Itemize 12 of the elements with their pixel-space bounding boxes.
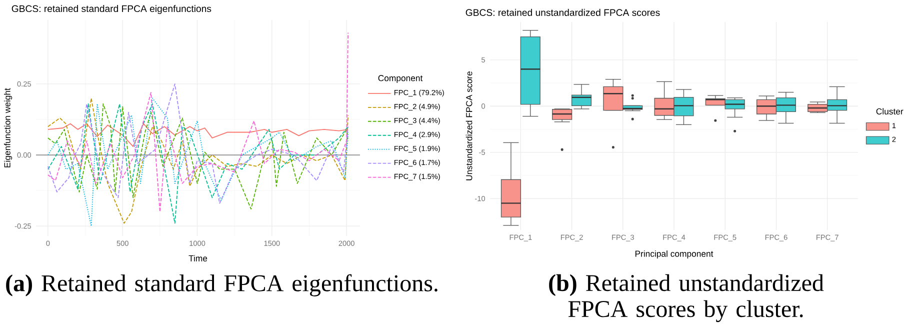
y-axis-title: Eigenfunction weight bbox=[4, 88, 12, 168]
chart-title: GBCS: retained unstandardized FPCA scores bbox=[466, 8, 660, 16]
chart-title: GBCS: retained standard FPCA eigenfunctions bbox=[12, 5, 212, 14]
text: (b) Retained unstandardized FPCA scores by cluster. bbox=[549, 274, 824, 322]
text: (a) Retained standard FPCA eigenfunctions. bbox=[6, 274, 438, 296]
legend-title: Cluster bbox=[876, 108, 904, 114]
legend-title: Component bbox=[378, 75, 423, 83]
x-axis-title: Time bbox=[188, 255, 208, 262]
line-series bbox=[47, 83, 349, 204]
line-series bbox=[47, 32, 349, 212]
x-axis-title: Principal component bbox=[635, 250, 714, 259]
y-axis-title: Unstandardized FPCA score bbox=[466, 71, 472, 180]
